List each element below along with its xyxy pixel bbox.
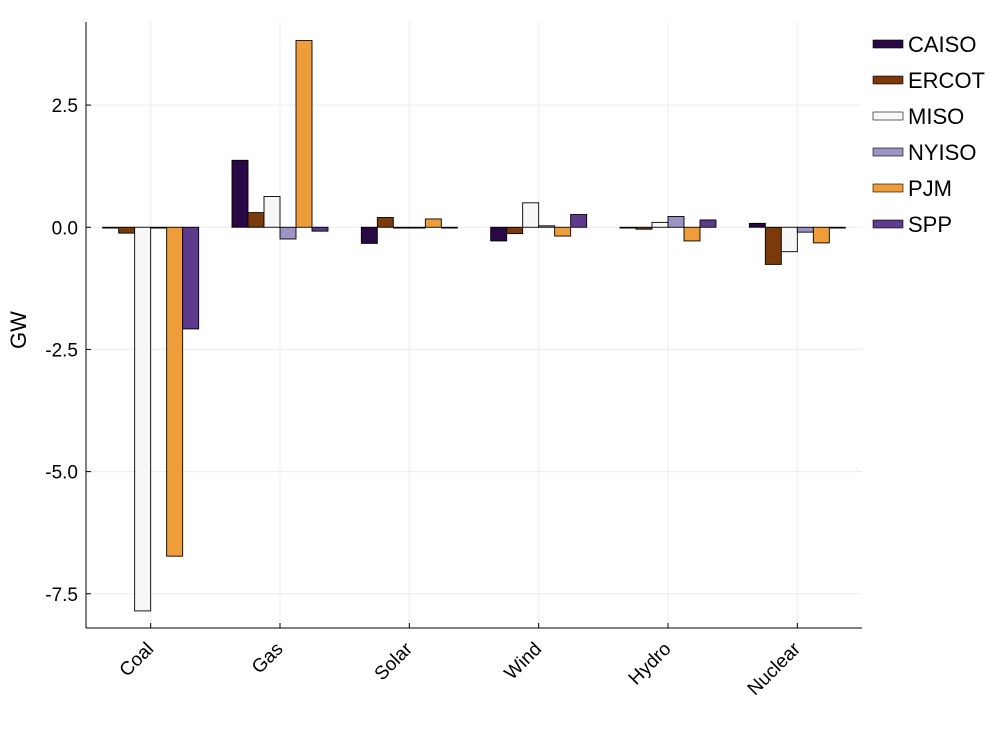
bars-layer <box>102 40 846 612</box>
legend-label-spp: SPP <box>908 212 952 237</box>
bar-ercot-wind <box>506 226 524 235</box>
bar-caiso-gas <box>231 159 249 228</box>
bar-caiso-hydro <box>619 226 637 229</box>
legend-swatch-ercot <box>872 75 904 85</box>
y-tick-label: -5.0 <box>45 463 78 484</box>
x-tick-label: Coal <box>116 639 158 681</box>
axes-layer <box>85 22 862 629</box>
y-ticks: 2.5 0.0 -2.5 -5.0 -7.5 <box>45 96 91 606</box>
bar-nyiso-gas <box>279 226 297 240</box>
legend-label-miso: MISO <box>908 104 964 129</box>
y-axis-title: GW <box>6 311 31 349</box>
x-ticks: Coal Gas Solar Wind Hydro Nuclear <box>116 623 806 700</box>
x-tick-label: Gas <box>248 639 287 678</box>
legend-swatch-pjm <box>872 183 904 193</box>
bar-miso-nuclear <box>780 226 798 253</box>
bar-nyiso-solar <box>408 226 426 229</box>
bar-ercot-hydro <box>635 226 653 230</box>
bar-caiso-coal <box>102 226 120 229</box>
legend-swatch-caiso <box>872 39 904 49</box>
bar-ercot-solar <box>376 217 394 228</box>
bar-nyiso-wind <box>538 225 556 228</box>
bar-spp-nuclear <box>828 226 846 229</box>
x-tick-label: Wind <box>501 639 546 684</box>
x-tick-label: Hydro <box>625 639 676 690</box>
x-tick-label: Nuclear <box>744 638 806 700</box>
bar-ercot-coal <box>118 226 136 234</box>
bar-spp-hydro <box>699 219 717 228</box>
legend-swatch-miso <box>872 111 904 121</box>
bar-miso-solar <box>392 226 410 229</box>
bar-miso-wind <box>522 202 540 228</box>
grid-layer <box>86 22 862 628</box>
bar-miso-coal <box>134 226 152 612</box>
y-tick-label: -2.5 <box>45 340 78 361</box>
legend-label-caiso: CAISO <box>908 32 976 57</box>
bar-nyiso-coal <box>150 226 168 229</box>
bar-caiso-wind <box>490 226 508 242</box>
bar-pjm-hydro <box>683 226 701 242</box>
bar-pjm-wind <box>554 226 572 237</box>
bar-caiso-solar <box>360 226 378 244</box>
bar-spp-coal <box>182 226 200 330</box>
legend-label-ercot: ERCOT <box>908 68 985 93</box>
y-tick-label: -7.5 <box>45 585 78 606</box>
bar-spp-wind <box>570 214 588 228</box>
y-tick-label: 2.5 <box>52 96 78 117</box>
legend-label-pjm: PJM <box>908 176 952 201</box>
bar-pjm-solar <box>424 218 442 228</box>
bar-spp-solar <box>440 226 458 229</box>
legend-swatch-nyiso <box>872 147 904 157</box>
y-tick-label: 0.0 <box>52 218 78 239</box>
bar-pjm-coal <box>166 226 184 557</box>
bar-ercot-nuclear <box>764 226 782 265</box>
bar-nyiso-nuclear <box>796 226 814 233</box>
bar-miso-gas <box>263 196 281 228</box>
x-tick-label: Solar <box>371 638 418 685</box>
bar-ercot-gas <box>247 212 265 228</box>
bar-nyiso-hydro <box>667 216 685 228</box>
bar-miso-hydro <box>651 221 669 228</box>
bar-pjm-nuclear <box>812 226 830 244</box>
legend-label-nyiso: NYISO <box>908 140 976 165</box>
legend-swatch-spp <box>872 219 904 229</box>
bar-pjm-gas <box>295 40 313 228</box>
bar-spp-gas <box>311 226 329 232</box>
legend: CAISO ERCOT MISO NYISO PJM SPP <box>872 32 985 237</box>
bar-caiso-nuclear <box>748 222 766 228</box>
